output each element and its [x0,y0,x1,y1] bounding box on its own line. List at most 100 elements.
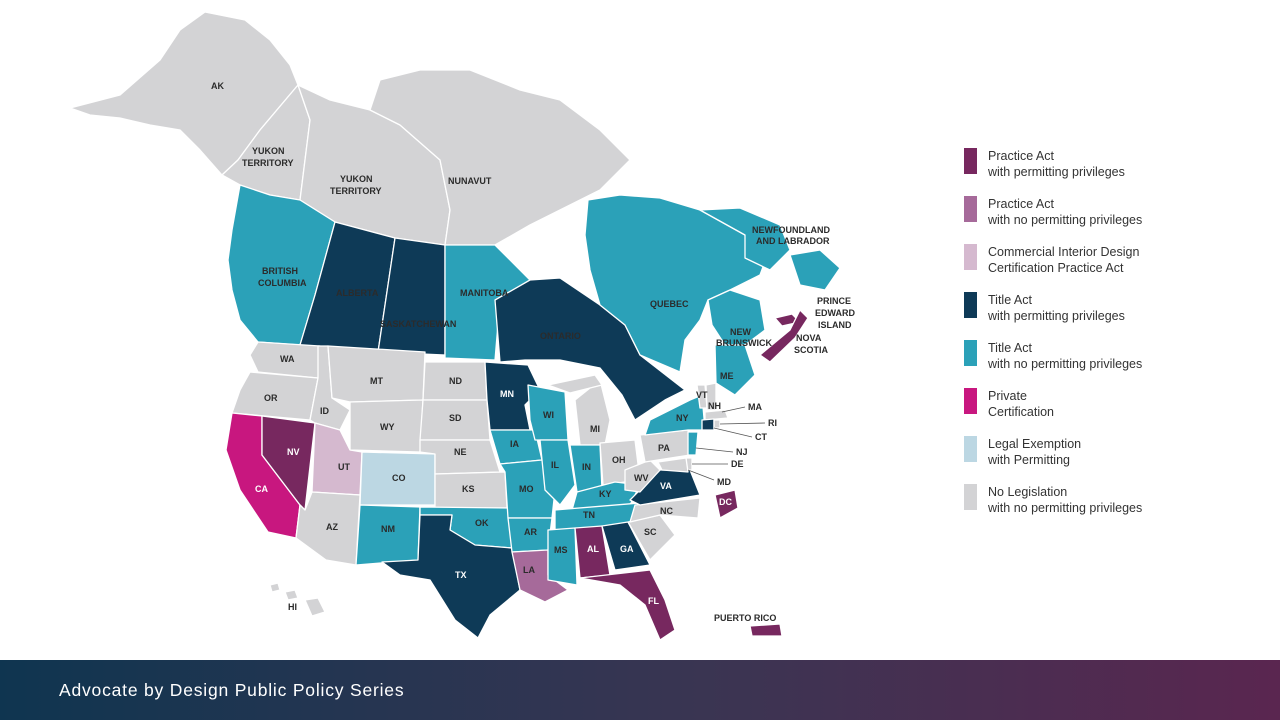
legend-text: Practice Act with no permitting privileg… [988,196,1142,228]
label-wv: WV [634,473,649,483]
label-la: LA [523,565,535,575]
region-dc [714,489,739,519]
region-mt [327,345,426,403]
region-quebec [584,194,771,373]
legend-text: Practice Act with permitting privileges [988,148,1125,180]
label-pa: PA [658,443,670,453]
label-mi: MI [590,424,600,434]
region-mi-up [547,374,603,394]
label-oh: OH [612,455,626,465]
label-ct: CT [755,432,767,442]
legend-line1: Legal Exemption [988,437,1082,451]
label-dc: DC [719,497,732,507]
label-nunavut: NUNAVUT [448,176,492,186]
region-ri [713,419,721,429]
label-ma: MA [748,402,762,412]
legend-line1: Title Act [988,341,1032,355]
label-ontario: ONTARIO [540,331,581,341]
region-nunavut [369,69,631,246]
legend-swatch [964,436,977,462]
legend-item: No Legislation with no permitting privil… [964,484,1264,532]
label-bc2: COLUMBIA [258,278,307,288]
label-md: MD [717,477,731,487]
label-me: ME [720,371,734,381]
label-co: CO [392,473,406,483]
label-ks: KS [462,484,475,494]
label-ky: KY [599,489,612,499]
legend-line2: with no permitting privileges [988,357,1143,371]
legend-swatch [964,196,977,222]
region-ms [547,527,578,586]
label-tx: TX [455,570,467,580]
legend-line2: with permitting privileges [988,165,1125,179]
label-quebec: QUEBEC [650,299,689,309]
footer-bar: Advocate by Design Public Policy Series [0,660,1280,720]
label-vt: VT [696,390,708,400]
legend-line1: No Legislation [988,485,1068,499]
label-mo: MO [519,484,534,494]
region-me [714,344,756,396]
label-ga: GA [620,544,634,554]
legend: Practice Act with permitting privileges … [964,148,1264,532]
legend-item: Practice Act with permitting privileges [964,148,1264,196]
label-nj: NJ [736,447,748,457]
legend-swatch [964,388,977,414]
legend-swatch [964,484,977,510]
label-ri: RI [768,418,777,428]
label-mt: MT [370,376,383,386]
legend-text: Title Act with no permitting privileges [988,340,1142,372]
label-wi: WI [543,410,554,420]
region-tx [381,514,521,639]
region-nl-island [789,249,841,291]
region-nm [355,504,421,566]
label-ok: OK [475,518,489,528]
label-fl: FL [648,596,659,606]
legend-item: Practice Act with no permitting privileg… [964,196,1264,244]
label-yukon1: YUKON [252,146,285,156]
legend-item: Title Act with permitting privileges [964,292,1264,340]
label-de: DE [731,459,744,469]
label-mn: MN [500,389,514,399]
map-labels: AK YUKON TERRITORY YUKON TERRITORY NUNAV… [211,81,855,623]
region-hi [269,582,326,617]
label-il: IL [551,460,560,470]
label-nl1: NEWFOUNDLAND [752,225,830,235]
label-ak: AK [211,81,224,91]
legend-swatch [964,148,977,174]
region-fl [579,569,676,641]
label-ia: IA [510,439,520,449]
label-pei3: ISLAND [818,320,852,330]
legend-line2: Certification Practice Act [988,261,1124,275]
legend-swatch [964,292,977,318]
region-ns [759,309,809,363]
label-ar: AR [524,527,537,537]
label-sask: SASKATCHEWAN [380,319,456,329]
label-yukon2: YUKON [340,174,373,184]
legend-text: Commercial Interior Design Certification… [988,244,1139,276]
label-wa: WA [280,354,295,364]
region-mn [484,361,541,431]
map-svg: AK YUKON TERRITORY YUKON TERRITORY NUNAV… [69,11,855,641]
label-wy: WY [380,422,395,432]
label-sc: SC [644,527,657,537]
label-nb1: NEW [730,327,752,337]
legend-swatch [964,340,977,366]
region-ma [704,409,729,421]
legend-text: No Legislation with no permitting privil… [988,484,1142,516]
label-nm: NM [381,524,395,534]
leader-lines [687,406,766,481]
legend-line1: Private [988,389,1027,403]
label-ms: MS [554,545,568,555]
region-nb [707,289,766,346]
label-bc1: BRITISH [262,266,298,276]
label-alberta: ALBERTA [336,288,379,298]
legend-item: Private Certification [964,388,1264,436]
legend-item: Title Act with no permitting privileges [964,340,1264,388]
label-ny: NY [676,413,689,423]
legend-line1: Practice Act [988,197,1054,211]
label-nv: NV [287,447,300,457]
label-ut: UT [338,462,350,472]
label-yukon2b: TERRITORY [330,186,382,196]
legend-text: Title Act with permitting privileges [988,292,1125,324]
label-sd: SD [449,413,462,423]
